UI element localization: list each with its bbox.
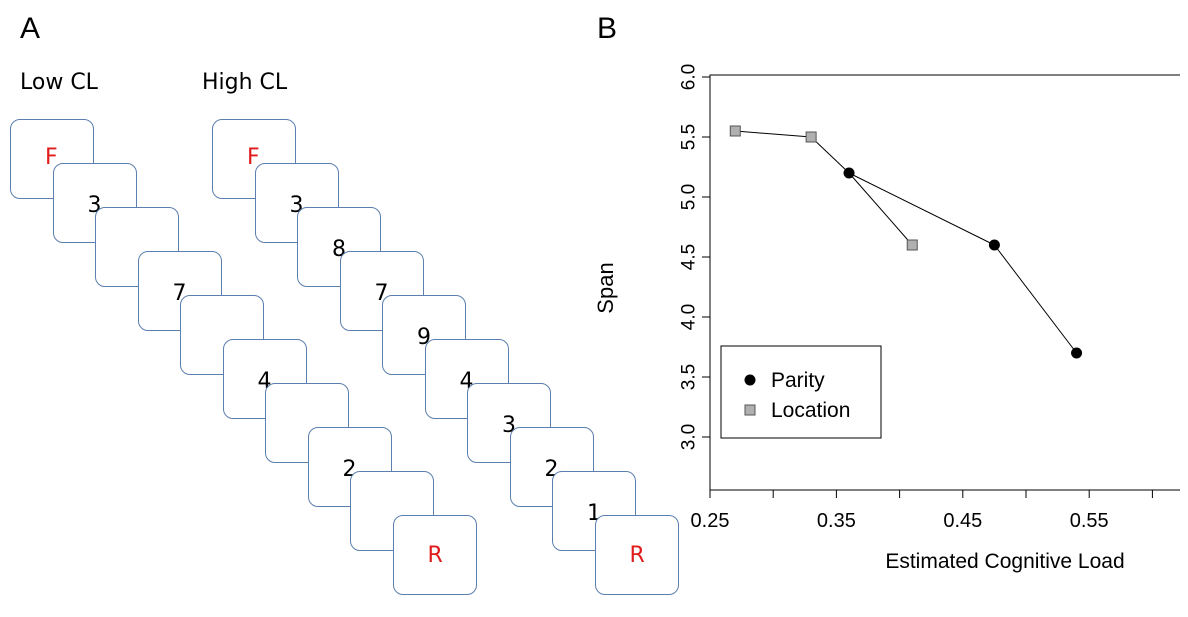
y-tick-label-0: 3.0	[679, 424, 700, 450]
low-card-10	[392, 515, 477, 595]
y-tick-label-4: 5.0	[679, 184, 700, 210]
x-tick-label-0: 0.25	[691, 510, 730, 532]
legend-parity-marker	[744, 374, 756, 386]
low-card-1	[10, 119, 94, 199]
x-tick-label-2: 0.45	[943, 510, 982, 532]
line-parity1-location3	[848, 172, 913, 246]
low-cl-label: Low CL	[20, 70, 98, 95]
panel-b-letter: B	[597, 12, 618, 45]
y-tick-label-6: 6.0	[679, 64, 700, 90]
panel-a-letter: A	[20, 12, 41, 45]
span-vs-load-chart: 3.0 3.5 4.0 4.5 5.0 5.5 6.0 0.25 0.35 0.45 0.55 S…	[593, 64, 1180, 573]
line-parity-1-2	[848, 172, 995, 246]
x-tick-label-3: 0.55	[1070, 510, 1109, 532]
high-cl-label: High CL	[202, 70, 288, 95]
location-point-3	[906, 239, 918, 251]
legend-box	[720, 345, 882, 439]
legend: Parity Location	[720, 345, 882, 439]
legend-parity-label: Parity	[771, 369, 825, 392]
parity-point-1	[843, 167, 855, 179]
low-card-1-symbol: F	[45, 145, 58, 170]
line-location-1-2	[735, 130, 812, 138]
high-card-2	[254, 163, 339, 243]
high-card-10	[594, 515, 679, 595]
parity-point-3	[1071, 347, 1083, 359]
high-card-4	[339, 251, 424, 331]
line-location2-parity1	[810, 136, 850, 174]
y-tick-label-3: 4.5	[679, 244, 700, 270]
parity-point-2	[988, 239, 1000, 251]
legend-location-label: Location	[771, 399, 850, 422]
x-axis: 0.25 0.35 0.45 0.55	[691, 489, 1153, 532]
y-tick-label-2: 4.0	[679, 304, 700, 330]
high-card-1-symbol: F	[247, 145, 260, 170]
data-markers	[729, 125, 1083, 359]
y-tick-label-1: 3.5	[679, 364, 700, 390]
location-point-2	[805, 131, 817, 143]
x-tick-label-1: 0.35	[817, 510, 856, 532]
y-axis: 3.0 3.5 4.0 4.5 5.0 5.5 6.0	[679, 64, 711, 450]
connector-lines	[735, 130, 1077, 354]
y-axis-label: Span	[593, 262, 618, 313]
legend-location-marker	[744, 404, 756, 416]
x-axis-label: Estimated Cognitive Load	[885, 550, 1124, 573]
high-card-10-symbol: R	[629, 543, 645, 568]
low-card-10-symbol: R	[427, 543, 443, 568]
line-parity-2-3	[994, 244, 1077, 354]
y-tick-label-5: 5.5	[679, 124, 700, 150]
location-point-1	[729, 125, 741, 137]
